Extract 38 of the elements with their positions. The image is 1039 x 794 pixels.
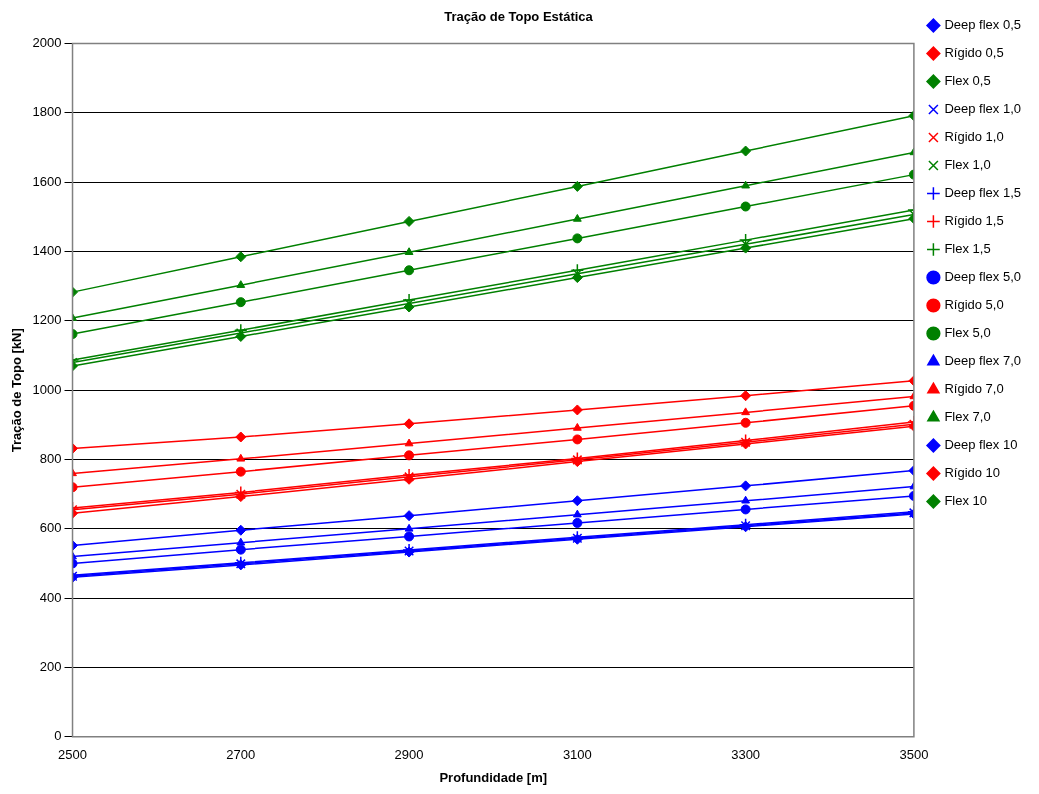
y-tick-label: 400	[39, 589, 62, 605]
y-axis-title: Tração de Topo [kN]	[9, 328, 25, 453]
legend-label: Flex 1,0	[944, 157, 991, 173]
y-tick-label: 0	[54, 728, 62, 744]
legend-label: Flex 0,5	[944, 73, 991, 89]
legend-label: Rígido 0,5	[944, 45, 1004, 61]
y-tick-label: 2000	[32, 35, 62, 51]
x-tick-label: 3500	[899, 747, 929, 763]
legend-label: Rígido 10	[944, 465, 1001, 481]
legend-label: Deep flex 5,0	[944, 269, 1022, 285]
y-tick-label: 1200	[32, 312, 62, 328]
y-tick-label: 600	[39, 520, 62, 536]
legend-label: Deep flex 1,5	[944, 185, 1022, 201]
chart-title: Tração de Topo Estática	[444, 9, 594, 25]
legend-label: Rígido 5,0	[944, 297, 1004, 313]
legend-label: Deep flex 7,0	[944, 353, 1022, 369]
legend-label: Rígido 1,5	[944, 213, 1004, 229]
y-tick-label: 1400	[32, 243, 62, 259]
legend-label: Flex 7,0	[944, 409, 991, 425]
legend-label: Flex 10	[944, 493, 988, 509]
x-tick-label: 3100	[562, 747, 592, 763]
x-tick-label: 2900	[394, 747, 424, 763]
y-tick-label: 1000	[32, 381, 62, 397]
legend-label: Flex 5,0	[944, 325, 991, 341]
legend-label: Rígido 7,0	[944, 381, 1004, 397]
y-tick-label: 1800	[32, 104, 62, 120]
y-tick-label: 200	[39, 659, 62, 675]
legend-label: Deep flex 0,5	[944, 17, 1022, 33]
legend-label: Rígido 1,0	[944, 129, 1004, 145]
legend-label: Deep flex 1,0	[944, 101, 1022, 117]
legend-label: Deep flex 10	[944, 437, 1018, 453]
y-tick-label: 1600	[32, 173, 62, 189]
x-axis-title: Profundidade [m]	[439, 769, 548, 785]
x-tick-label: 2500	[58, 747, 87, 763]
y-tick-label: 800	[39, 451, 62, 467]
legend-label: Flex 1,5	[944, 241, 991, 257]
x-tick-label: 3300	[731, 747, 761, 763]
x-tick-label: 2700	[226, 747, 256, 763]
